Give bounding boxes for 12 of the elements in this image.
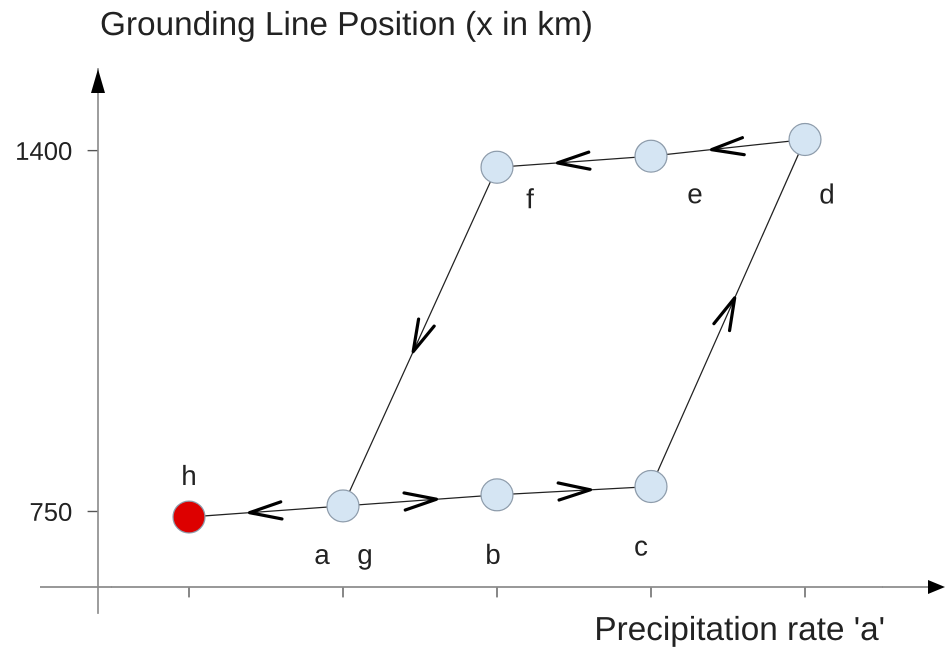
data-label: e: [688, 188, 702, 204]
y-tick-label: 1400: [17, 142, 72, 160]
data-label: f: [526, 188, 534, 208]
data-label: g: [358, 549, 371, 570]
data-label: d: [820, 183, 833, 204]
y-tick-label: 750: [30, 502, 72, 522]
data-label: h: [183, 464, 195, 486]
data-label: c: [635, 540, 648, 556]
x-axis-title: Precipitation rate 'a': [597, 616, 884, 647]
data-label: b: [487, 544, 500, 564]
y-axis-title: Grounding Line Position (x in km): [102, 10, 591, 42]
data-label: a: [315, 548, 330, 564]
